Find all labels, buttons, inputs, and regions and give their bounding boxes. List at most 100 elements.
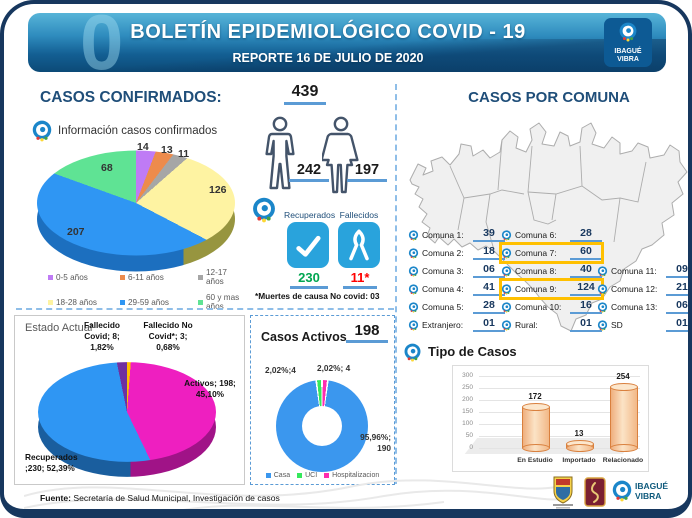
donut-label-casa: 95,96%; 190 xyxy=(360,432,391,453)
confirmed-section-title: CASOS CONFIRMADOS: xyxy=(40,89,222,106)
comuna-item: Comuna 10: 16 xyxy=(501,298,602,316)
comuna-item: Extranjero: 01 xyxy=(408,316,505,334)
comuna-label: Comuna 1: xyxy=(422,230,464,240)
comuna-label: Comuna 10: xyxy=(515,302,562,312)
recovered-label: Recuperados xyxy=(284,210,336,220)
comuna-column: Comuna 6: 28 Comuna 7: 60 Comuna 8: 40 Comuna … xyxy=(499,226,604,334)
comuna-label: Comuna 2: xyxy=(422,248,464,258)
estado-label-fallecido-covid: Fallecido Covid; 8; 1,82% xyxy=(84,320,120,352)
estado-label-fallecido-no-covid: Fallecido No Covid*; 3; 0,68% xyxy=(143,320,193,352)
y-tick-label: 50 xyxy=(465,432,473,439)
comuna-value: 06 xyxy=(473,264,505,278)
comuna-value: 28 xyxy=(473,300,505,314)
age-pie-legend: 0-5 años 6-11 años 12-17 años 18-28 años 29-… xyxy=(48,268,243,311)
pin-icon xyxy=(253,197,275,223)
deceased-count: 11* xyxy=(340,270,380,289)
source-label: Fuente: xyxy=(40,493,72,503)
legend-swatch xyxy=(265,473,271,478)
comuna-label: Rural: xyxy=(515,320,538,330)
male-icon xyxy=(265,116,295,190)
comuna-item: Comuna 3: 06 xyxy=(408,262,505,280)
comuna-label: Comuna 7: xyxy=(515,248,557,258)
comuna-column: Comuna 1: 39 Comuna 2: 18 Comuna 3: 06 Comuna … xyxy=(408,226,505,334)
brand-pin-icon xyxy=(618,22,638,47)
comuna-value: 06 xyxy=(666,300,688,314)
pin-icon xyxy=(597,265,608,277)
age-pie-label: 126 xyxy=(209,184,227,196)
y-tick-label: 200 xyxy=(462,396,473,403)
comuna-label: Comuna 8: xyxy=(515,266,557,276)
legend-item: Hospitalizacion xyxy=(324,472,379,479)
header-banner: 0 BOLETÍN EPIDEMIOLÓGICO COVID - 19 REPO… xyxy=(28,13,666,72)
donut-label-uci: 2,02%;4 xyxy=(265,365,296,375)
casos-activos-total: 198 xyxy=(345,322,389,343)
comuna-item: Comuna 8: 40 xyxy=(501,262,602,280)
pin-icon xyxy=(32,120,52,142)
legend-label: Hospitalizacion xyxy=(332,472,380,479)
legend-swatch xyxy=(48,299,53,305)
comuna-value: 01 xyxy=(666,318,688,332)
horizontal-divider xyxy=(16,308,394,310)
tipo-casos-bar-chart: 300 250 200 150 100 50 0 172 En Estudio 13 Importa… xyxy=(452,365,649,472)
wave-decoration xyxy=(24,479,569,509)
bar xyxy=(610,383,638,452)
comuna-value: 01 xyxy=(473,318,505,332)
comuna-label: Comuna 12: xyxy=(611,284,658,294)
comuna-value: 41 xyxy=(473,282,505,296)
deceased-tile xyxy=(338,222,380,268)
bar xyxy=(566,440,594,452)
comuna-label: Comuna 3: xyxy=(422,266,464,276)
comuna-item: Comuna 1: 39 xyxy=(408,226,505,244)
comuna-item: Comuna 7: 60 xyxy=(499,242,604,264)
age-pie-label: 14 xyxy=(137,141,149,153)
deceased-label: Fallecidos xyxy=(339,210,379,220)
legend-swatch xyxy=(198,274,203,280)
gridline xyxy=(479,376,640,377)
comuna-item: Comuna 2: 18 xyxy=(408,244,505,262)
y-tick-label: 0 xyxy=(469,444,473,451)
mountain-silhouette xyxy=(28,39,666,72)
comuna-value: 01 xyxy=(570,318,602,332)
recovered-tile xyxy=(287,222,329,268)
comuna-label: Comuna 5: xyxy=(422,302,464,312)
comuna-value: 124 xyxy=(570,282,602,296)
pin-icon xyxy=(408,247,419,259)
estado-label-activos: Activos; 198; 45,10% xyxy=(184,378,236,399)
gridline xyxy=(479,388,640,389)
female-count: 197 xyxy=(346,162,388,182)
comuna-value: 39 xyxy=(473,228,505,242)
legend-label: 12-17 años xyxy=(206,268,227,286)
comuna-item: Comuna 4: 41 xyxy=(408,280,505,298)
brand-pin-icon xyxy=(611,480,633,507)
brand-logo-text: IBAGUÉ VIBRA xyxy=(635,481,669,501)
pin-icon xyxy=(619,22,637,42)
legend-item: 18-28 años xyxy=(48,293,120,311)
pin-icon xyxy=(597,283,608,295)
comuna-label: Comuna 11: xyxy=(611,266,657,276)
legend-item: 6-11 años xyxy=(120,268,198,286)
age-pie-label: 207 xyxy=(67,226,85,238)
y-tick-label: 100 xyxy=(462,420,473,427)
legend-label: 0-5 años xyxy=(56,272,88,282)
comuna-label: Comuna 9: xyxy=(515,284,557,294)
pin-icon xyxy=(408,283,419,295)
age-chart-title: Información casos confirmados xyxy=(58,125,218,137)
pin-icon xyxy=(408,265,419,277)
comuna-value: 60 xyxy=(570,246,602,260)
male-count: 242 xyxy=(288,162,330,182)
bar xyxy=(522,402,550,453)
legend-item: 0-5 años xyxy=(48,268,120,286)
ribbon-icon xyxy=(349,229,369,261)
legend-item: 60 y mas años xyxy=(198,293,243,311)
comuna-item: Comuna 11: 09 xyxy=(597,262,688,280)
legend-label: 6-11 años xyxy=(128,272,164,282)
y-tick-label: 150 xyxy=(462,408,473,415)
pin-icon xyxy=(408,229,419,241)
tipo-casos-title: Tipo de Casos xyxy=(428,344,517,359)
comuna-label: SD xyxy=(611,320,623,330)
pin-icon xyxy=(501,229,512,241)
vertical-divider xyxy=(395,84,397,484)
legend-label: 18-28 años xyxy=(56,297,97,307)
gridline xyxy=(479,400,640,401)
